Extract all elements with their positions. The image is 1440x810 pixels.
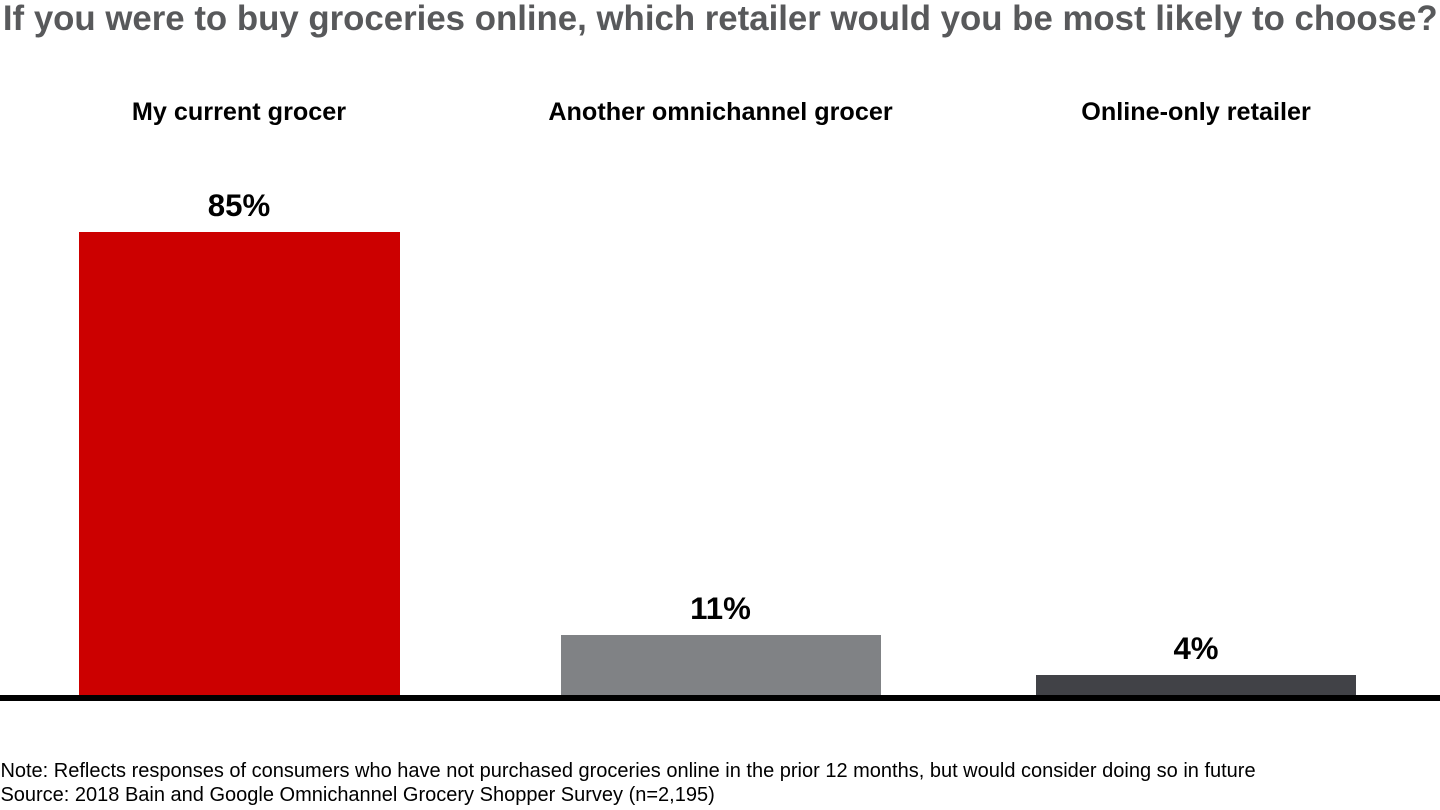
bar-1 [78,232,400,695]
category-label-2: Another omnichannel grocer [548,97,893,126]
x-axis-baseline [0,694,1440,701]
bar-2 [560,635,881,695]
value-label-3: 4% [1173,630,1219,666]
source-text: Source: 2018 Bain and Google Omnichannel… [0,783,715,806]
chart-column-3: Online-only retailer 4% [1036,0,1356,695]
chart-column-2: Another omnichannel grocer 11% [548,0,893,695]
chart-column-1: My current grocer 85% [78,0,400,695]
category-label-1: My current grocer [131,97,347,126]
value-label-2: 11% [690,591,751,626]
chart-title: If you were to buy groceries online, whi… [2,0,1438,39]
value-label-1: 85% [207,188,271,223]
bar-3 [1036,674,1356,695]
category-label-3: Online-only retailer [1081,97,1311,126]
footnotes: Note: Reflects responses of consumers wh… [0,760,1255,807]
note-text: Note: Reflects responses of consumers wh… [0,760,1256,782]
